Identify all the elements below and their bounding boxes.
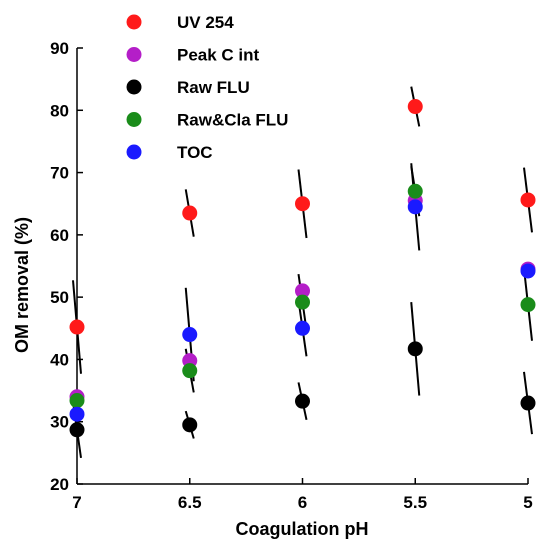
- axes: 20 30 40 50 60 70 80 90 7 6.5 6 5.5 5: [50, 39, 533, 512]
- data-point: [407, 341, 423, 357]
- y-tick-label: 80: [50, 101, 69, 120]
- x-tick-label: 7: [72, 493, 81, 512]
- legend-entry: UV 254: [177, 13, 234, 32]
- x-tick-label: 5: [523, 493, 532, 512]
- data-point: [295, 283, 310, 299]
- data-point: [295, 320, 310, 336]
- y-tick-label: 20: [50, 475, 69, 494]
- y-tick-label: 60: [50, 226, 69, 245]
- x-tick-label: 6.5: [178, 493, 202, 512]
- data-point: [182, 327, 198, 343]
- legend: UV 254 Peak C int Raw FLU Raw&Cla FLU TOC: [126, 13, 288, 162]
- data-point: [182, 205, 198, 221]
- y-tick-label: 90: [50, 39, 69, 58]
- data-point: [407, 183, 423, 199]
- x-tick-label: 5.5: [403, 493, 427, 512]
- data-point: [182, 363, 198, 379]
- data-point: [182, 417, 198, 433]
- data-point: [520, 297, 536, 313]
- data-point: [69, 393, 85, 409]
- data-point: [407, 199, 423, 215]
- data-point: [295, 393, 310, 409]
- legend-marker: [126, 112, 142, 127]
- data-point: [295, 294, 310, 310]
- y-tick-label: 70: [50, 164, 69, 183]
- legend-entry: TOC: [177, 143, 213, 162]
- data-point: [295, 196, 310, 212]
- data-point: [520, 263, 536, 279]
- legend-marker: [126, 79, 142, 95]
- legend-marker: [126, 144, 142, 160]
- data-points: [69, 99, 536, 438]
- y-tick-label: 30: [50, 413, 69, 432]
- data-point: [69, 406, 85, 422]
- data-point: [407, 99, 423, 115]
- legend-entry: Raw&Cla FLU: [177, 111, 288, 130]
- data-point: [69, 319, 85, 335]
- x-tick-label: 6: [298, 493, 307, 512]
- data-point: [69, 422, 85, 438]
- legend-entry: Peak C int: [177, 46, 260, 65]
- y-axis-title: OM removal (%): [12, 217, 32, 353]
- legend-entry: Raw FLU: [177, 78, 250, 97]
- x-axis-title: Coagulation pH: [236, 519, 369, 539]
- data-point: [520, 192, 536, 208]
- y-tick-label: 50: [50, 288, 69, 307]
- legend-marker: [126, 47, 142, 62]
- data-point: [520, 395, 536, 411]
- y-tick-label: 40: [50, 350, 69, 369]
- legend-marker: [126, 14, 142, 30]
